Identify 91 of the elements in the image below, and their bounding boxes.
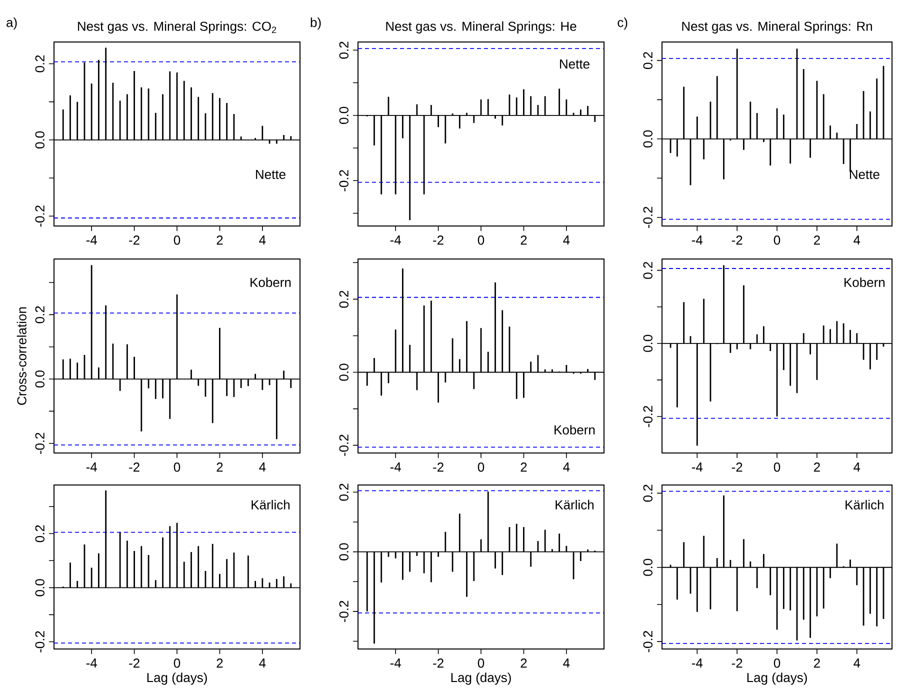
y-tick-label: 0.2 [643, 52, 652, 69]
x-tick-label: 2 [216, 658, 223, 668]
annotation: Nette [850, 170, 880, 180]
x-tick-label: 2 [814, 462, 820, 472]
x-tick-label: 0 [478, 658, 484, 668]
x-tick-label: -4 [692, 236, 703, 244]
x-tick-label: 0 [774, 658, 780, 668]
y-tick-label: 0.2 [643, 484, 652, 502]
y-tick-label: 0.0 [643, 130, 652, 148]
y-tick-label: -0.2 [35, 206, 44, 227]
y-tick-label: 0.2 [643, 262, 652, 279]
x-tick-label: 0 [774, 236, 780, 245]
y-tick-label: 0.0 [339, 364, 348, 381]
x-axis-title: Lag (days) [747, 672, 807, 685]
y-tick-label: -0.2 [643, 206, 652, 228]
y-tick-label: -0.2 [643, 406, 652, 428]
x-tick-label: 4 [259, 236, 266, 244]
y-tick-label: 0.2 [339, 290, 348, 308]
annotation: Kärlich [846, 500, 884, 510]
annotation: Nette [560, 60, 590, 69]
x-tick-label: -4 [86, 658, 97, 668]
x-axis-title: Lag (days) [147, 672, 207, 685]
x-tick-label: 0 [774, 462, 780, 472]
chart-title: Nest gas vs. Mineral Springs: CO$_{2}$ [78, 21, 276, 34]
x-tick-label: 4 [854, 236, 860, 244]
annotation: Kärlich [252, 500, 290, 510]
y-tick-label: -0.2 [35, 432, 44, 454]
annotation: Kobern [250, 278, 291, 288]
x-tick-label: 4 [854, 658, 860, 668]
annotation: Kobern [844, 278, 885, 288]
x-tick-label: -4 [390, 236, 401, 244]
x-axis-title: Lag (days) [451, 672, 511, 685]
x-tick-label: -2 [433, 462, 444, 472]
y-tick-label: 0.2 [35, 525, 44, 542]
y-tick-label: -0.2 [35, 631, 44, 652]
x-tick-label: 2 [216, 236, 223, 245]
annotation: Kärlich [556, 500, 594, 510]
chart-title: Nest gas vs. Mineral Springs: He [386, 21, 576, 34]
x-tick-label: 4 [563, 236, 570, 244]
y-tick-label: 0.0 [35, 131, 44, 148]
x-tick-label: 2 [520, 658, 527, 668]
x-tick-label: -2 [433, 236, 444, 245]
y-tick-label: 0.0 [643, 558, 652, 576]
x-tick-label: -2 [732, 236, 742, 245]
x-tick-label: 4 [563, 462, 570, 472]
text: b) [310, 18, 321, 30]
chart-title: Nest gas vs. Mineral Springs: Rn [682, 21, 872, 34]
text: a) [6, 18, 17, 30]
y-tick-label: 0.2 [35, 55, 44, 72]
x-tick-label: 0 [174, 236, 180, 245]
x-tick-label: 2 [216, 462, 223, 472]
x-tick-label: 4 [854, 462, 860, 472]
x-tick-label: 2 [814, 658, 820, 668]
y-tick-label: 0.2 [339, 42, 348, 59]
x-tick-label: 2 [520, 236, 527, 245]
x-tick-label: 4 [563, 658, 570, 668]
x-tick-label: -2 [129, 658, 140, 668]
y-tick-label: -0.2 [339, 434, 348, 456]
y-axis-title: Cross-correlation [16, 307, 26, 405]
y-tick-label: 0.0 [339, 106, 348, 124]
y-tick-label: -0.2 [339, 170, 348, 192]
x-tick-label: -2 [129, 462, 140, 472]
x-tick-label: -4 [86, 236, 97, 244]
x-tick-label: 0 [174, 462, 180, 472]
y-tick-label: 0.0 [35, 370, 44, 388]
y-tick-label: -0.2 [339, 600, 348, 622]
x-tick-label: -4 [86, 462, 97, 472]
annotation: Nette [256, 170, 286, 180]
y-tick-label: -0.2 [643, 631, 652, 652]
y-tick-label: 0.2 [339, 484, 348, 501]
x-tick-label: -4 [390, 658, 401, 668]
x-tick-label: -2 [129, 236, 140, 245]
text: c) [618, 18, 628, 30]
x-tick-label: 2 [520, 462, 527, 472]
x-tick-label: 4 [259, 462, 266, 472]
x-tick-label: 4 [259, 658, 266, 668]
x-tick-label: -4 [692, 462, 703, 472]
y-tick-label: 0.0 [643, 334, 652, 352]
x-tick-label: 0 [478, 236, 484, 245]
x-tick-label: -2 [732, 658, 742, 668]
x-tick-label: 0 [478, 462, 484, 472]
y-tick-label: 0.0 [35, 579, 44, 596]
x-tick-label: 0 [174, 658, 180, 668]
x-tick-label: -4 [390, 462, 401, 472]
x-tick-label: -4 [692, 658, 703, 668]
x-tick-label: 2 [814, 236, 820, 245]
annotation: Kobern [554, 424, 595, 434]
y-tick-label: 0.0 [339, 543, 348, 560]
y-tick-label: 0.2 [35, 306, 44, 324]
x-tick-label: -2 [732, 462, 742, 472]
x-tick-label: -2 [433, 658, 444, 668]
